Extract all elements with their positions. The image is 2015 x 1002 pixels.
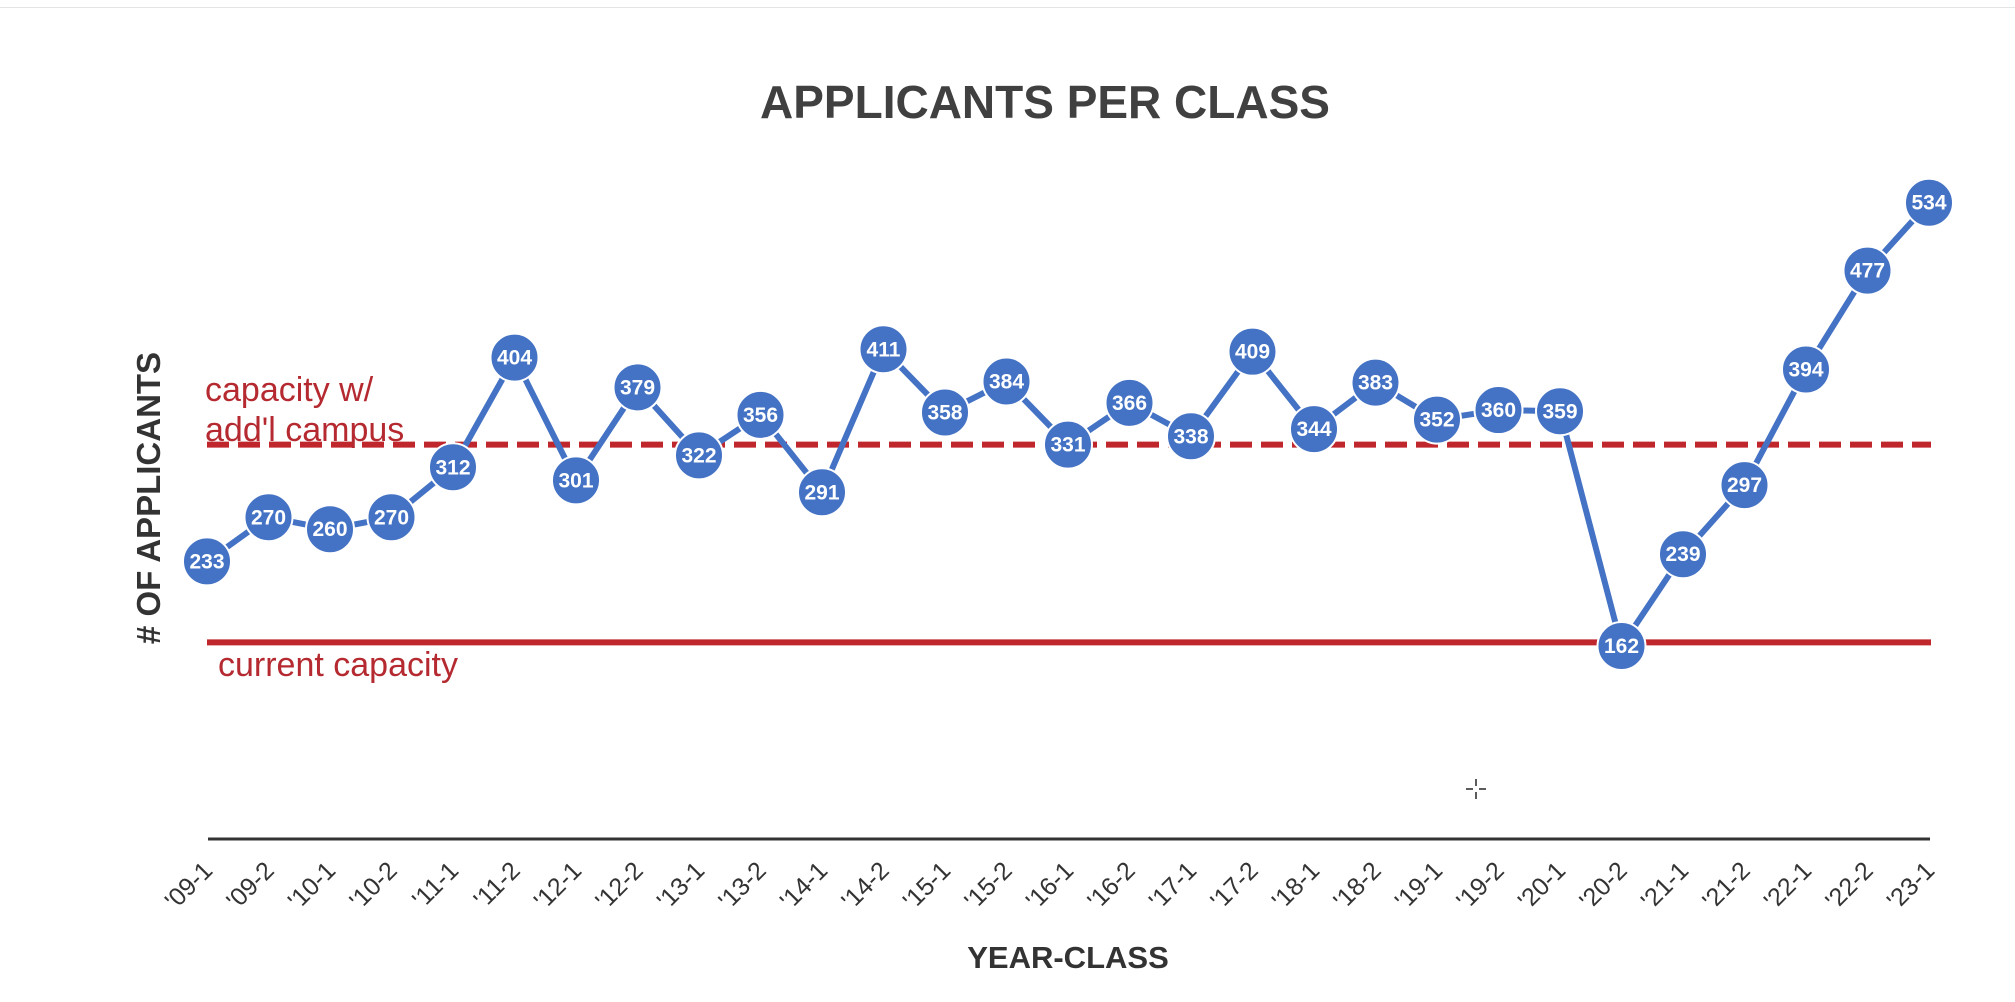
x-tick-label: '11-2 <box>468 856 525 913</box>
x-tick-label: '21-1 <box>1636 856 1695 915</box>
data-label: 477 <box>1850 260 1885 283</box>
data-point <box>1166 411 1216 462</box>
x-tick-label: '19-2 <box>1451 856 1510 915</box>
data-label: 233 <box>189 550 224 573</box>
x-tick-label: '10-1 <box>283 856 342 915</box>
data-label: 358 <box>927 401 962 424</box>
data-label: 270 <box>374 506 409 529</box>
data-label: 301 <box>558 469 593 492</box>
current-capacity-label: current capacity <box>218 646 458 684</box>
data-point <box>1473 385 1524 436</box>
x-tick-label: '15-2 <box>959 856 1018 915</box>
data-label: 291 <box>804 481 839 504</box>
data-label: 162 <box>1604 635 1639 658</box>
x-tick-label: '16-1 <box>1021 856 1080 915</box>
x-tick-label: '13-2 <box>713 856 772 915</box>
data-label: 331 <box>1050 434 1085 457</box>
data-label: 384 <box>989 370 1024 393</box>
data-label: 411 <box>867 338 901 361</box>
data-label: 383 <box>1358 372 1393 395</box>
x-tick-label: '12-1 <box>529 856 588 915</box>
upper-capacity-label-line-2: add'l campus <box>205 411 404 449</box>
x-tick-label: '11-1 <box>407 856 464 913</box>
x-tick-label: '22-1 <box>1759 856 1818 915</box>
data-point <box>858 324 909 375</box>
data-point <box>1227 326 1278 377</box>
x-tick-label: '15-1 <box>898 856 957 915</box>
x-tick-label: '17-2 <box>1205 856 1264 915</box>
data-label: 344 <box>1296 418 1331 441</box>
x-tick-label: '18-1 <box>1267 856 1326 915</box>
upper-capacity-label-line-1: capacity w/ <box>205 371 374 409</box>
y-axis-label: # OF APPLICANTS <box>130 352 167 644</box>
data-point <box>1596 620 1647 671</box>
x-tick-label: '13-1 <box>652 856 711 915</box>
x-tick-label: '10-2 <box>344 856 403 915</box>
data-label: 239 <box>1665 543 1700 566</box>
data-label: 322 <box>681 444 716 467</box>
x-tick-label: '20-2 <box>1574 856 1633 915</box>
data-label: 312 <box>435 456 470 479</box>
x-tick-label: '18-2 <box>1328 856 1387 915</box>
data-label: 356 <box>743 404 778 427</box>
x-tick-label: '14-2 <box>836 856 895 915</box>
move-cursor-icon <box>1466 779 1486 799</box>
chart-title: APPLICANTS PER CLASS <box>760 76 1330 128</box>
x-tick-label: '19-1 <box>1390 856 1449 915</box>
data-point <box>1412 394 1462 445</box>
data-label: 404 <box>497 347 532 370</box>
data-point <box>797 467 847 518</box>
data-label: 534 <box>1911 192 1946 215</box>
data-label: 260 <box>312 518 347 541</box>
data-point <box>551 455 601 506</box>
top-rule <box>0 7 2015 8</box>
data-point <box>1658 529 1708 580</box>
data-label: 366 <box>1112 392 1147 415</box>
data-point <box>1842 245 1893 296</box>
data-point <box>981 356 1032 407</box>
data-point <box>1781 344 1831 395</box>
data-point <box>1104 377 1155 428</box>
data-point <box>489 332 540 383</box>
data-label: 379 <box>620 376 655 399</box>
data-point <box>612 362 663 413</box>
data-point <box>674 430 724 481</box>
data-label: 394 <box>1788 359 1823 382</box>
x-tick-label: '16-2 <box>1082 856 1141 915</box>
data-points-group: 233 270 260 270 312 404 301 379 322 356 291 411 358 3… <box>182 177 1954 671</box>
data-point <box>428 442 478 493</box>
data-point <box>1535 386 1585 437</box>
data-label: 409 <box>1235 341 1270 364</box>
data-point <box>1350 357 1401 408</box>
x-tick-label: '17-1 <box>1144 856 1203 915</box>
data-point <box>1043 419 1093 470</box>
data-label: 359 <box>1542 400 1577 423</box>
data-label: 360 <box>1481 399 1516 422</box>
data-label: 352 <box>1419 409 1454 432</box>
x-tick-label: '14-1 <box>775 856 834 915</box>
x-tick-label: '12-2 <box>590 856 649 915</box>
x-tick-label: '22-2 <box>1820 856 1879 915</box>
x-axis-label: YEAR-CLASS <box>967 940 1169 975</box>
data-point <box>1719 460 1770 511</box>
data-label: 297 <box>1727 474 1762 497</box>
data-point <box>182 536 232 587</box>
x-tick-label: '23-1 <box>1882 856 1941 915</box>
x-tick-label: '21-2 <box>1697 856 1756 915</box>
data-point <box>366 492 417 543</box>
x-tick-label: '09-2 <box>221 856 280 915</box>
data-point <box>1289 404 1339 455</box>
data-point <box>735 389 786 440</box>
data-point <box>243 492 294 543</box>
data-point <box>920 387 970 438</box>
data-label: 338 <box>1173 425 1208 448</box>
x-tick-labels-group: '09-1'09-2'10-1'10-2'11-1'11-2'12-1'12-2… <box>160 856 1941 915</box>
x-tick-label: '20-1 <box>1513 856 1572 915</box>
x-tick-label: '09-1 <box>160 856 219 915</box>
data-point <box>1904 177 1954 228</box>
data-label: 270 <box>251 506 286 529</box>
data-point <box>305 504 355 555</box>
